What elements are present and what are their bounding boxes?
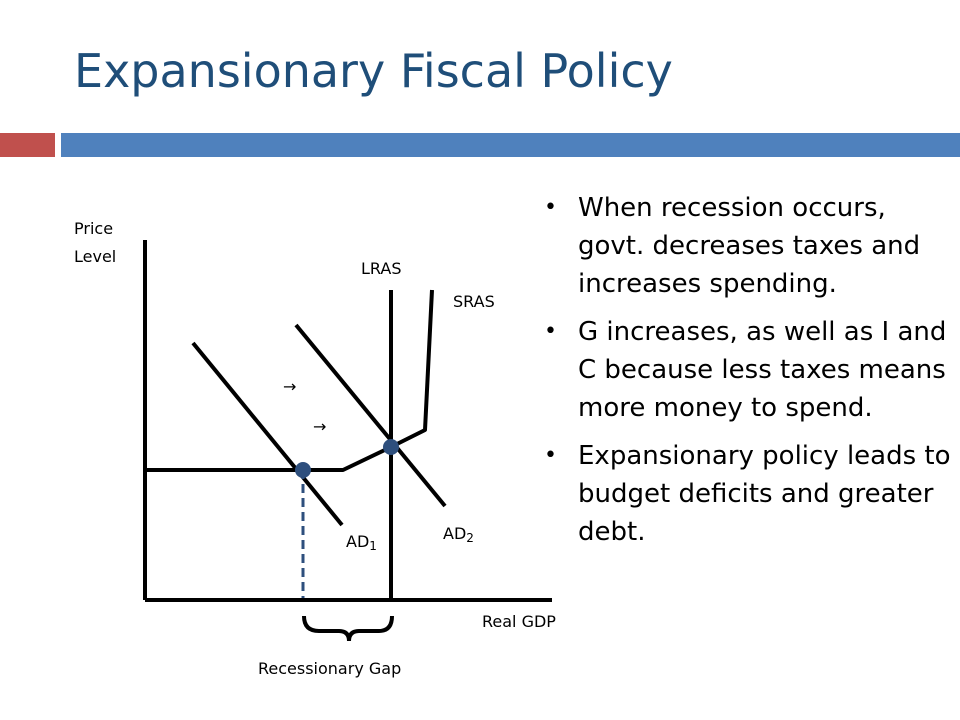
ad1-label: AD1	[346, 532, 377, 553]
bullet-text: Expansionary policy leads to budget defi…	[578, 441, 951, 547]
equilibrium-point-ad1	[295, 462, 311, 478]
bullet-text: G increases, as well as I and C because …	[578, 317, 947, 423]
lras-label: LRAS	[361, 259, 401, 278]
bullet-icon: •	[544, 443, 557, 468]
title-accent-bar-red	[0, 133, 55, 157]
shift-arrow-icon: →	[313, 417, 326, 436]
ad2-label: AD2	[443, 524, 474, 545]
bullet-item: • G increases, as well as I and C becaus…	[532, 313, 952, 427]
bullet-icon: •	[544, 195, 557, 220]
bullet-icon: •	[544, 319, 557, 344]
equilibrium-point-ad2	[383, 439, 399, 455]
bullet-item: • When recession occurs, govt. decreases…	[532, 189, 952, 303]
ad2-curve	[294, 323, 447, 508]
sras-label: SRAS	[453, 292, 495, 311]
recessionary-gap-bracket	[302, 615, 394, 642]
recessionary-gap-label: Recessionary Gap	[258, 659, 401, 678]
title-accent-bar-blue	[61, 133, 960, 157]
x-axis-label: Real GDP	[482, 612, 556, 631]
y-axis-label-line1: Price	[74, 219, 113, 238]
bullet-text: When recession occurs, govt. decreases t…	[578, 193, 921, 299]
y-axis-label-line2: Level	[74, 247, 116, 266]
bullet-item: • Expansionary policy leads to budget de…	[532, 437, 952, 551]
shift-arrow-icon: →	[283, 377, 296, 396]
ad1-curve	[191, 341, 344, 527]
bullet-list: • When recession occurs, govt. decreases…	[532, 189, 952, 561]
slide-title: Expansionary Fiscal Policy	[74, 44, 673, 98]
